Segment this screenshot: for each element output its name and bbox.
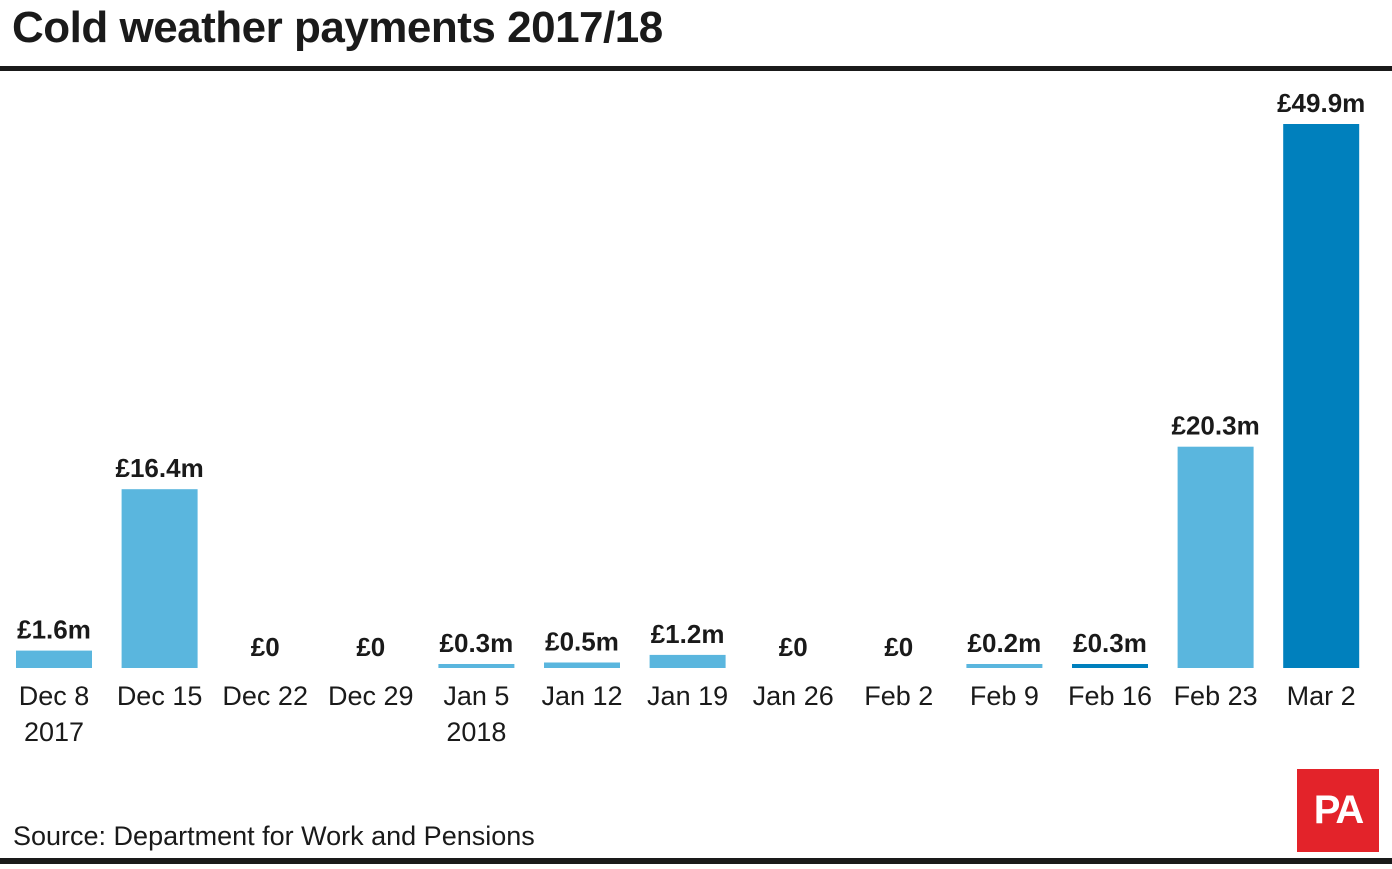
bar (121, 489, 198, 668)
top-rule (0, 66, 1392, 71)
bar-chart: £1.6m Dec 8 2017 £16.4m Dec 15 £0 Dec 22 £0 Dec … (16, 88, 1365, 747)
x-tick-label: Feb 2 (864, 681, 933, 711)
data-label: £49.9m (1277, 88, 1365, 118)
x-tick-label: 2018 (446, 717, 506, 747)
x-tick-label: Jan 12 (541, 681, 622, 711)
data-label: £1.6m (17, 615, 91, 645)
source-note: Source: Department for Work and Pensions (13, 821, 535, 851)
bar (1072, 664, 1148, 668)
bar (438, 664, 515, 668)
bottom-rule (0, 858, 1392, 864)
x-tick-label: Dec 8 (19, 681, 90, 711)
bar (1177, 446, 1254, 668)
data-label: £0.3m (440, 628, 514, 658)
data-label: £0 (356, 632, 385, 662)
bar (649, 654, 726, 668)
data-label: £0 (884, 632, 913, 662)
data-label: £16.4m (116, 453, 204, 483)
x-tick-label: 2017 (24, 717, 84, 747)
data-label: £1.2m (651, 619, 725, 649)
data-label: £0.3m (1073, 628, 1147, 658)
data-label: £0.2m (968, 628, 1042, 658)
x-tick-label: Jan 26 (753, 681, 834, 711)
bar (544, 662, 620, 668)
x-tick-label: Feb 16 (1068, 681, 1152, 711)
data-label: £0 (779, 632, 808, 662)
x-tick-label: Dec 15 (117, 681, 203, 711)
data-label: £0 (251, 632, 280, 662)
data-label: £0.5m (545, 627, 619, 657)
x-tick-label: Dec 22 (222, 681, 308, 711)
x-tick-label: Jan 5 (443, 681, 509, 711)
chart-title: Cold weather payments 2017/18 (12, 3, 663, 52)
x-tick-label: Dec 29 (328, 681, 414, 711)
x-tick-label: Feb 23 (1174, 681, 1258, 711)
x-tick-label: Feb 9 (970, 681, 1039, 711)
bar (16, 650, 92, 668)
data-label: £20.3m (1172, 411, 1260, 441)
bar (1283, 124, 1360, 668)
bar (966, 664, 1043, 668)
x-tick-label: Jan 19 (647, 681, 728, 711)
pa-logo: PA (1297, 769, 1379, 852)
x-tick-label: Mar 2 (1287, 681, 1356, 711)
